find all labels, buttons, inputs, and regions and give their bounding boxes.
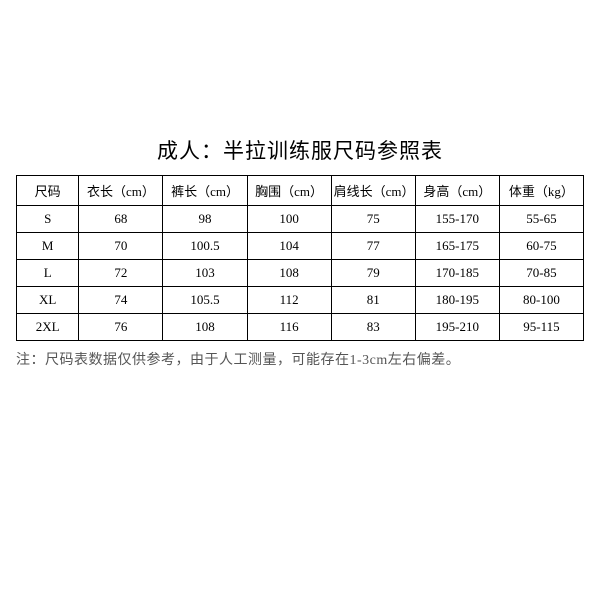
size-chart-container: 成人：半拉训练服尺码参照表 尺码 衣长（cm） 裤长（cm） 胸围（cm） 肩线… xyxy=(0,135,600,369)
cell: 170-185 xyxy=(415,260,499,287)
cell: 60-75 xyxy=(499,233,583,260)
cell: 108 xyxy=(163,314,247,341)
cell: 180-195 xyxy=(415,287,499,314)
table-row: XL 74 105.5 112 81 180-195 80-100 xyxy=(17,287,584,314)
cell: 80-100 xyxy=(499,287,583,314)
cell: 100.5 xyxy=(163,233,247,260)
cell: 100 xyxy=(247,206,331,233)
table-row: S 68 98 100 75 155-170 55-65 xyxy=(17,206,584,233)
cell: 108 xyxy=(247,260,331,287)
cell: 165-175 xyxy=(415,233,499,260)
table-row: L 72 103 108 79 170-185 70-85 xyxy=(17,260,584,287)
col-header: 身高（cm） xyxy=(415,176,499,206)
col-header: 体重（kg） xyxy=(499,176,583,206)
cell: S xyxy=(17,206,79,233)
col-header: 尺码 xyxy=(17,176,79,206)
cell: M xyxy=(17,233,79,260)
cell: 95-115 xyxy=(499,314,583,341)
cell: 75 xyxy=(331,206,415,233)
cell: 70 xyxy=(79,233,163,260)
cell: 55-65 xyxy=(499,206,583,233)
cell: 105.5 xyxy=(163,287,247,314)
table-header: 尺码 衣长（cm） 裤长（cm） 胸围（cm） 肩线长（cm） 身高（cm） 体… xyxy=(17,176,584,206)
chart-title: 成人：半拉训练服尺码参照表 xyxy=(16,135,584,165)
cell: 77 xyxy=(331,233,415,260)
cell: 195-210 xyxy=(415,314,499,341)
cell: 68 xyxy=(79,206,163,233)
cell: 2XL xyxy=(17,314,79,341)
cell: 70-85 xyxy=(499,260,583,287)
cell: 72 xyxy=(79,260,163,287)
cell: XL xyxy=(17,287,79,314)
cell: 155-170 xyxy=(415,206,499,233)
cell: 76 xyxy=(79,314,163,341)
col-header: 衣长（cm） xyxy=(79,176,163,206)
table-body: S 68 98 100 75 155-170 55-65 M 70 100.5 … xyxy=(17,206,584,341)
col-header: 肩线长（cm） xyxy=(331,176,415,206)
cell: 104 xyxy=(247,233,331,260)
table-row: 2XL 76 108 116 83 195-210 95-115 xyxy=(17,314,584,341)
cell: 81 xyxy=(331,287,415,314)
cell: 112 xyxy=(247,287,331,314)
cell: 83 xyxy=(331,314,415,341)
cell: 74 xyxy=(79,287,163,314)
cell: 79 xyxy=(331,260,415,287)
size-table: 尺码 衣长（cm） 裤长（cm） 胸围（cm） 肩线长（cm） 身高（cm） 体… xyxy=(16,175,584,341)
cell: L xyxy=(17,260,79,287)
cell: 103 xyxy=(163,260,247,287)
table-row: M 70 100.5 104 77 165-175 60-75 xyxy=(17,233,584,260)
cell: 116 xyxy=(247,314,331,341)
col-header: 裤长（cm） xyxy=(163,176,247,206)
col-header: 胸围（cm） xyxy=(247,176,331,206)
cell: 98 xyxy=(163,206,247,233)
chart-note: 注：尺码表数据仅供参考，由于人工测量，可能存在1-3cm左右偏差。 xyxy=(16,349,584,369)
